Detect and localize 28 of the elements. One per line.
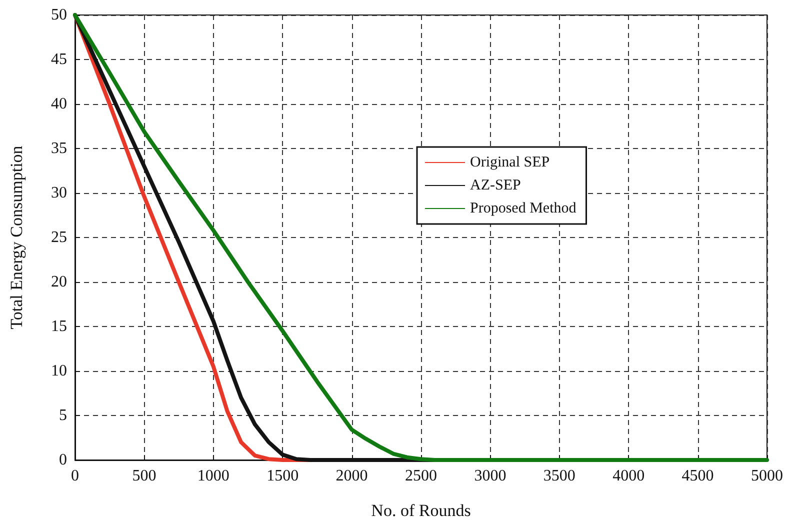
y-tick-label: 25 <box>51 229 67 246</box>
x-tick-label: 2000 <box>336 468 368 484</box>
y-tick-label: 35 <box>51 140 67 157</box>
y-tick-label: 45 <box>51 51 67 68</box>
y-tick-label: 40 <box>51 96 67 112</box>
x-tick-label: 3000 <box>474 468 506 484</box>
y-tick-label: 20 <box>51 274 67 290</box>
y-tick-label: 30 <box>51 184 67 202</box>
y-tick-label: 10 <box>51 362 67 380</box>
x-tick-label: 4000 <box>612 468 645 484</box>
legend-label: AZ-SEP <box>470 178 521 194</box>
y-tick-label: 5 <box>59 407 67 424</box>
y-tick-label: 0 <box>59 452 67 468</box>
x-tick-label: 5000 <box>751 468 783 484</box>
x-tick-label: 3500 <box>543 468 576 484</box>
x-tick-label: 2500 <box>405 468 437 484</box>
x-tick-label: 4500 <box>682 468 714 484</box>
x-tick-label: 500 <box>132 468 156 484</box>
legend-label: Original SEP <box>470 154 550 170</box>
y-axis-title: Total Energy Consumption <box>7 145 26 330</box>
x-tick-label: 0 <box>71 468 79 484</box>
legend-label: Proposed Method <box>470 200 577 216</box>
x-tick-label: 1500 <box>266 468 299 484</box>
line-series <box>73 13 769 462</box>
x-tick-label: 1000 <box>197 468 230 484</box>
y-tick-label: 50 <box>51 6 67 24</box>
x-axis-title: No. of Rounds <box>371 501 471 520</box>
y-tick-label: 15 <box>51 318 67 335</box>
